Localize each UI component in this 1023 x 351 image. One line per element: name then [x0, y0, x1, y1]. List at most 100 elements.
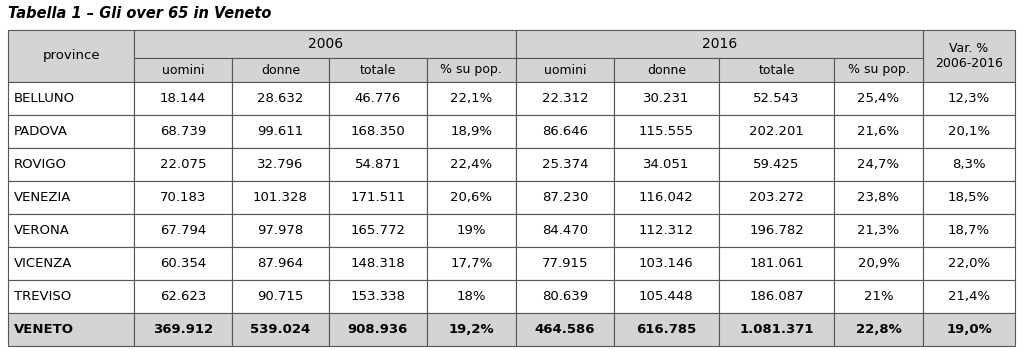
Text: uomini: uomini: [543, 64, 586, 77]
Bar: [8, 181, 134, 214]
Bar: [231, 148, 329, 181]
Bar: [719, 115, 834, 148]
Text: 112.312: 112.312: [638, 224, 694, 237]
Text: 22,8%: 22,8%: [855, 323, 901, 336]
Bar: [134, 280, 231, 313]
Text: 21,4%: 21,4%: [948, 290, 990, 303]
Text: 25.374: 25.374: [541, 158, 588, 171]
Text: 46.776: 46.776: [355, 92, 401, 105]
Bar: [516, 115, 614, 148]
Text: 186.087: 186.087: [749, 290, 804, 303]
Text: 171.511: 171.511: [350, 191, 405, 204]
Bar: [516, 148, 614, 181]
Text: Var. %
2006-2016: Var. % 2006-2016: [935, 42, 1004, 70]
Bar: [134, 313, 231, 346]
Bar: [427, 280, 516, 313]
Bar: [329, 214, 427, 247]
Bar: [329, 181, 427, 214]
Text: 90.715: 90.715: [257, 290, 304, 303]
Text: 105.448: 105.448: [639, 290, 694, 303]
Text: Tabella 1 – Gli over 65 in Veneto: Tabella 1 – Gli over 65 in Veneto: [8, 7, 271, 21]
Text: 30.231: 30.231: [643, 92, 690, 105]
Text: 18,5%: 18,5%: [948, 191, 990, 204]
Text: 68.739: 68.739: [160, 125, 206, 138]
Text: VENETO: VENETO: [14, 323, 74, 336]
Bar: [231, 313, 329, 346]
Bar: [8, 280, 134, 313]
Bar: [834, 247, 923, 280]
Text: 97.978: 97.978: [257, 224, 304, 237]
Text: 84.470: 84.470: [542, 224, 588, 237]
Text: 32.796: 32.796: [257, 158, 304, 171]
Bar: [834, 58, 923, 82]
Bar: [834, 115, 923, 148]
Bar: [614, 214, 719, 247]
Text: 369.912: 369.912: [152, 323, 213, 336]
Text: VENEZIA: VENEZIA: [14, 191, 72, 204]
Text: 203.272: 203.272: [749, 191, 804, 204]
Text: 80.639: 80.639: [542, 290, 588, 303]
Bar: [134, 214, 231, 247]
Text: 22.312: 22.312: [541, 92, 588, 105]
Bar: [834, 148, 923, 181]
Bar: [834, 280, 923, 313]
Text: TREVISO: TREVISO: [14, 290, 72, 303]
Bar: [231, 181, 329, 214]
Text: totale: totale: [360, 64, 396, 77]
Bar: [719, 247, 834, 280]
Bar: [231, 58, 329, 82]
Bar: [923, 148, 1015, 181]
Bar: [231, 82, 329, 115]
Bar: [719, 214, 834, 247]
Text: 20,1%: 20,1%: [948, 125, 990, 138]
Text: 22.075: 22.075: [160, 158, 207, 171]
Text: 19%: 19%: [456, 224, 486, 237]
Bar: [516, 247, 614, 280]
Text: 19,0%: 19,0%: [946, 323, 992, 336]
Text: 116.042: 116.042: [639, 191, 694, 204]
Text: 23,8%: 23,8%: [857, 191, 899, 204]
Text: BELLUNO: BELLUNO: [14, 92, 75, 105]
Bar: [329, 247, 427, 280]
Bar: [8, 30, 134, 82]
Bar: [516, 280, 614, 313]
Text: 464.586: 464.586: [535, 323, 595, 336]
Text: 2016: 2016: [702, 37, 738, 51]
Text: 70.183: 70.183: [160, 191, 206, 204]
Text: 103.146: 103.146: [639, 257, 694, 270]
Text: 908.936: 908.936: [348, 323, 408, 336]
Bar: [719, 58, 834, 82]
Bar: [134, 247, 231, 280]
Bar: [614, 82, 719, 115]
Text: 22,1%: 22,1%: [450, 92, 492, 105]
Bar: [516, 82, 614, 115]
Bar: [923, 30, 1015, 82]
Bar: [719, 148, 834, 181]
Text: donne: donne: [647, 64, 685, 77]
Text: 21,3%: 21,3%: [857, 224, 899, 237]
Text: 19,2%: 19,2%: [448, 323, 494, 336]
Bar: [923, 214, 1015, 247]
Text: 165.772: 165.772: [351, 224, 405, 237]
Bar: [834, 181, 923, 214]
Text: 62.623: 62.623: [160, 290, 206, 303]
Bar: [614, 313, 719, 346]
Text: totale: totale: [758, 64, 795, 77]
Text: VERONA: VERONA: [14, 224, 70, 237]
Text: uomini: uomini: [162, 64, 205, 77]
Bar: [134, 115, 231, 148]
Text: 20,6%: 20,6%: [450, 191, 492, 204]
Text: 1.081.371: 1.081.371: [740, 323, 813, 336]
Text: 77.915: 77.915: [541, 257, 588, 270]
Bar: [329, 115, 427, 148]
Bar: [231, 115, 329, 148]
Bar: [719, 313, 834, 346]
Text: 8,3%: 8,3%: [952, 158, 986, 171]
Bar: [231, 214, 329, 247]
Bar: [8, 82, 134, 115]
Bar: [516, 214, 614, 247]
Text: 115.555: 115.555: [638, 125, 694, 138]
Bar: [8, 214, 134, 247]
Bar: [516, 181, 614, 214]
Text: 12,3%: 12,3%: [948, 92, 990, 105]
